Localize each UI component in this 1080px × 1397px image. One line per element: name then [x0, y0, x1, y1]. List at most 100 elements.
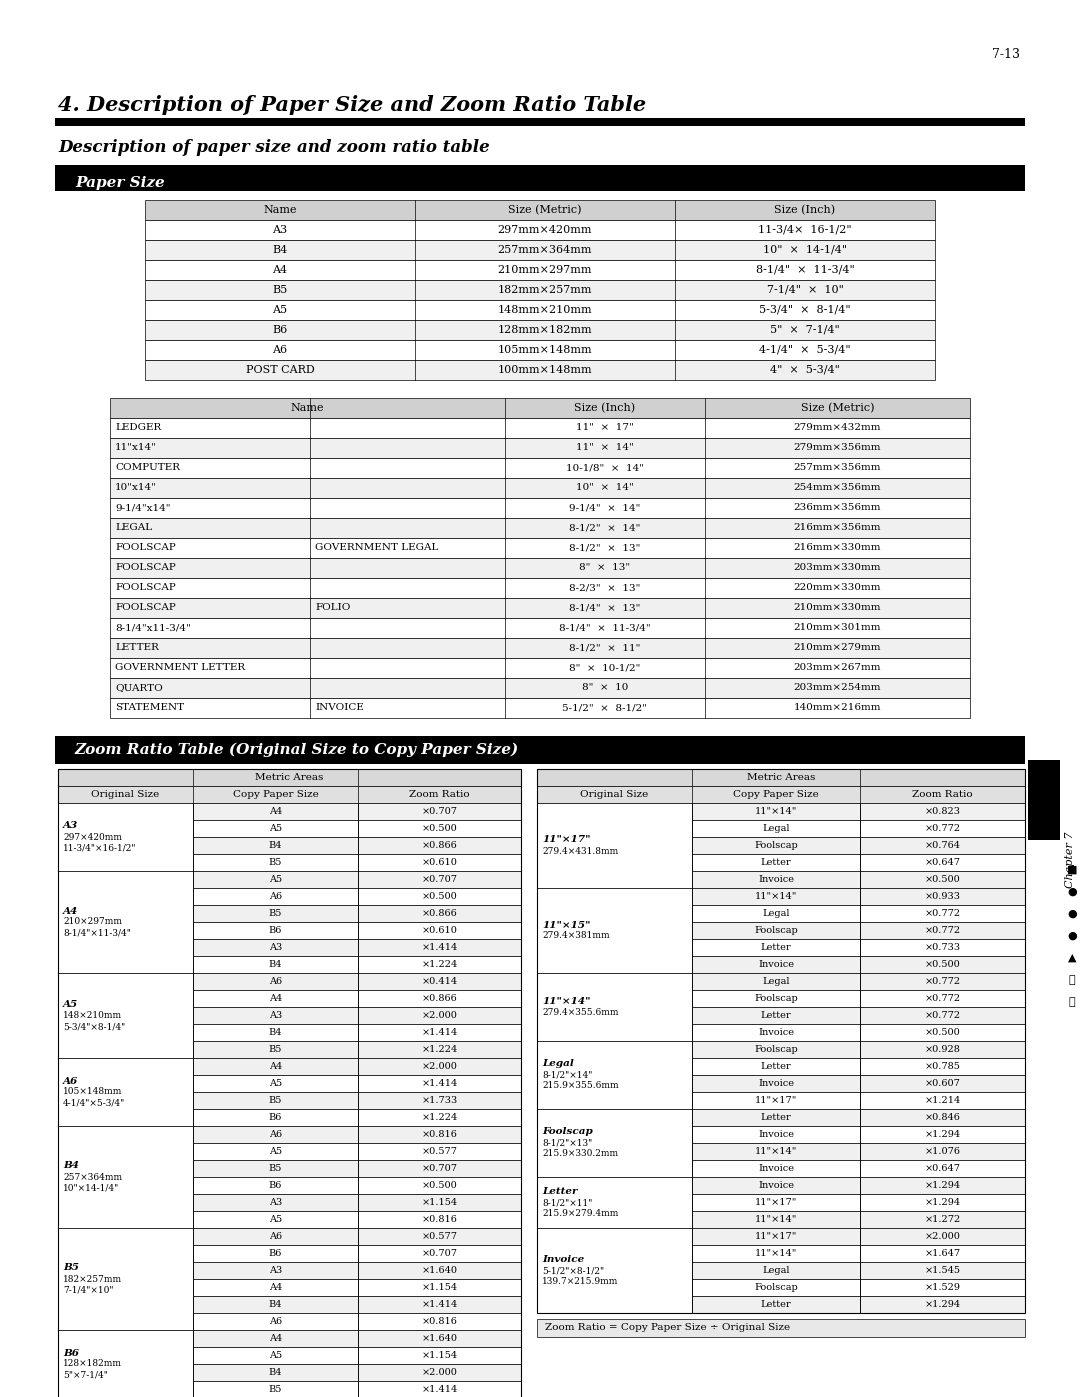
Text: ×0.933: ×0.933 — [924, 893, 960, 901]
Text: Zoom Ratio Table (Original Size to Copy Paper Size): Zoom Ratio Table (Original Size to Copy … — [75, 743, 519, 757]
Text: ×1.154: ×1.154 — [421, 1282, 458, 1292]
Text: 8-1/2"  ×  13": 8-1/2" × 13" — [569, 543, 640, 552]
Bar — [110, 678, 970, 698]
Bar — [357, 803, 521, 820]
Text: B5: B5 — [269, 858, 282, 868]
Text: ●: ● — [1067, 887, 1077, 897]
Text: 8-2/3"  ×  13": 8-2/3" × 13" — [569, 584, 640, 592]
Text: 11"×17": 11"×17" — [542, 835, 591, 845]
Bar — [58, 1330, 193, 1397]
Text: A5: A5 — [269, 1147, 282, 1155]
Text: ×1.224: ×1.224 — [421, 960, 458, 970]
Bar — [55, 736, 1025, 764]
Text: A6: A6 — [269, 1232, 282, 1241]
Text: Metric Areas: Metric Areas — [255, 773, 324, 782]
Bar — [193, 1382, 357, 1397]
Text: 203mm×254mm: 203mm×254mm — [794, 683, 881, 693]
Text: Invoice: Invoice — [758, 960, 794, 970]
Bar — [860, 1280, 1025, 1296]
Bar — [537, 1228, 692, 1313]
Text: ×1.545: ×1.545 — [924, 1266, 960, 1275]
Bar — [357, 1280, 521, 1296]
Text: 11-3/4"×16-1/2": 11-3/4"×16-1/2" — [63, 844, 136, 852]
Text: 279.4×355.6mm: 279.4×355.6mm — [542, 1009, 619, 1017]
Text: LEDGER: LEDGER — [114, 423, 161, 433]
Text: GOVERNMENT LEGAL: GOVERNMENT LEGAL — [315, 543, 438, 552]
Bar — [692, 888, 860, 905]
Text: 11-3/4×  16-1/2": 11-3/4× 16-1/2" — [758, 225, 852, 235]
Text: 210mm×297mm: 210mm×297mm — [498, 265, 592, 275]
Text: 297mm×420mm: 297mm×420mm — [498, 225, 592, 235]
Bar — [110, 497, 970, 518]
Text: Invoice: Invoice — [758, 1028, 794, 1037]
Text: Invoice: Invoice — [758, 1130, 794, 1139]
Bar — [58, 768, 521, 787]
Bar — [357, 905, 521, 922]
Bar — [193, 803, 357, 820]
Bar — [357, 939, 521, 956]
Bar — [692, 1143, 860, 1160]
Text: 215.9×279.4mm: 215.9×279.4mm — [542, 1208, 619, 1218]
Bar — [193, 905, 357, 922]
Text: INVOICE: INVOICE — [315, 704, 364, 712]
Text: 105×148mm: 105×148mm — [63, 1087, 122, 1097]
Bar — [193, 820, 357, 837]
Text: 148mm×210mm: 148mm×210mm — [498, 305, 592, 314]
Text: ×1.214: ×1.214 — [924, 1097, 960, 1105]
Bar — [860, 1007, 1025, 1024]
Bar — [357, 1160, 521, 1178]
Text: 11"x14": 11"x14" — [114, 443, 157, 453]
Bar — [193, 1296, 357, 1313]
Text: A5: A5 — [269, 1351, 282, 1361]
Bar — [860, 956, 1025, 972]
Text: 5-3/4"  ×  8-1/4": 5-3/4" × 8-1/4" — [759, 305, 851, 314]
Text: 10"×14-1/4": 10"×14-1/4" — [63, 1183, 119, 1193]
Text: GOVERNMENT LETTER: GOVERNMENT LETTER — [114, 664, 245, 672]
Text: POST CARD: POST CARD — [245, 365, 314, 374]
Bar — [692, 820, 860, 837]
Bar — [357, 1126, 521, 1143]
Bar — [193, 1347, 357, 1363]
Bar — [357, 1363, 521, 1382]
Text: B5: B5 — [63, 1263, 79, 1273]
Text: 10-1/8"  ×  14": 10-1/8" × 14" — [566, 464, 644, 472]
Bar — [110, 698, 970, 718]
Text: Size (Inch): Size (Inch) — [575, 402, 635, 414]
Text: A3: A3 — [269, 1266, 282, 1275]
Text: ×0.772: ×0.772 — [924, 926, 960, 935]
Text: Zoom Ratio = Copy Paper Size ÷ Original Size: Zoom Ratio = Copy Paper Size ÷ Original … — [545, 1323, 791, 1333]
Text: Name: Name — [264, 205, 297, 215]
Text: Copy Paper Size: Copy Paper Size — [733, 789, 819, 799]
Text: ×0.500: ×0.500 — [421, 893, 457, 901]
Text: ×0.772: ×0.772 — [924, 1011, 960, 1020]
Text: B4: B4 — [269, 960, 282, 970]
Bar — [110, 557, 970, 578]
Bar — [692, 1024, 860, 1041]
Bar — [860, 1211, 1025, 1228]
Text: COMPUTER: COMPUTER — [114, 464, 180, 472]
Text: FOLIO: FOLIO — [315, 604, 350, 612]
Bar — [692, 1261, 860, 1280]
Text: ×1.414: ×1.414 — [421, 1301, 458, 1309]
Text: A5: A5 — [269, 875, 282, 884]
Text: 11"×15": 11"×15" — [542, 921, 591, 929]
Text: A5: A5 — [269, 1215, 282, 1224]
Bar — [692, 905, 860, 922]
Text: ■: ■ — [1067, 865, 1077, 875]
Text: A6: A6 — [269, 1130, 282, 1139]
Bar — [860, 1076, 1025, 1092]
Text: 279mm×432mm: 279mm×432mm — [794, 423, 881, 433]
Bar — [193, 1330, 357, 1347]
Bar — [357, 1296, 521, 1313]
Bar — [692, 1109, 860, 1126]
Text: ×1.640: ×1.640 — [421, 1334, 458, 1343]
Bar — [193, 854, 357, 870]
Bar — [860, 1194, 1025, 1211]
Bar — [193, 1211, 357, 1228]
Text: Size (Metric): Size (Metric) — [509, 205, 582, 215]
Text: A4: A4 — [63, 907, 78, 915]
Text: ×0.707: ×0.707 — [421, 807, 458, 816]
Text: 279.4×381mm: 279.4×381mm — [542, 932, 609, 940]
Bar — [357, 990, 521, 1007]
Bar — [110, 578, 970, 598]
